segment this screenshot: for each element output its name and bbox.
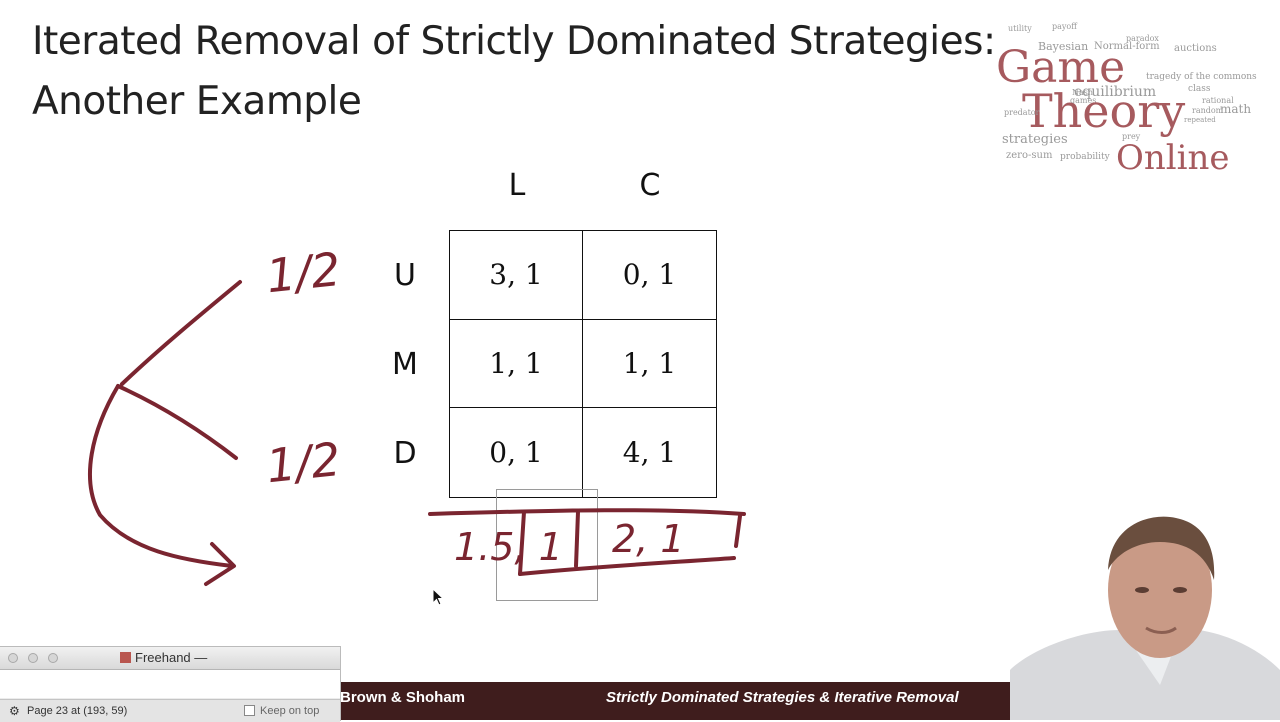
logo-word: random: [1192, 106, 1224, 115]
row-header-d: D: [393, 436, 417, 471]
logo-word: math: [1220, 102, 1252, 116]
keep-on-top-checkbox[interactable]: [244, 705, 255, 716]
logo-word-online: Online: [1116, 138, 1230, 178]
freehand-canvas[interactable]: [0, 670, 340, 698]
logo-word: games: [1070, 96, 1097, 105]
row-header-u: U: [394, 258, 416, 293]
payoff-cell-d-l: 0, 1: [450, 408, 583, 497]
slide-title-line-2: Another Example: [32, 79, 362, 124]
arrow-head-icon: [204, 542, 236, 586]
logo-word: auctions: [1174, 43, 1217, 54]
logo-word: strategies: [1002, 132, 1068, 147]
bracket-right: [734, 514, 742, 548]
logo-word: predator: [1004, 108, 1040, 117]
logo-word: zero-sum: [1006, 150, 1053, 161]
mixed-arrow-curve: [88, 384, 234, 568]
logo-word: probability: [1060, 152, 1110, 162]
logo-word: Normal-form: [1094, 41, 1160, 52]
mixed-branch-top: [120, 280, 242, 386]
slide-title-line-1: Iterated Removal of Strictly Dominated S…: [32, 19, 996, 64]
window-zoom-button[interactable]: [48, 653, 58, 663]
payoff-cell-d-c: 4, 1: [622, 436, 677, 470]
logo-word: Nash: [1072, 88, 1094, 97]
logo-word-game: Game: [996, 42, 1126, 93]
logo-word: repeated: [1184, 116, 1216, 124]
slide-title: Iterated Removal of Strictly Dominated S…: [32, 12, 1022, 132]
expected-payoff-right: 2, 1: [612, 517, 685, 561]
footer-authors: Brown & Shoham: [340, 689, 466, 706]
window-minimize-button[interactable]: [28, 653, 38, 663]
footer-subtitle: Strictly Dominated Strategies & Iterativ…: [606, 689, 959, 706]
logo-word: utility: [1008, 24, 1032, 33]
freehand-window[interactable]: Freehand — ⚙ Page 23 at (193, 59) Keep o…: [0, 646, 341, 722]
window-close-button[interactable]: [8, 653, 18, 663]
mouse-cursor-icon: [432, 588, 444, 606]
column-header-c: C: [639, 168, 661, 203]
logo-word: class: [1188, 84, 1211, 94]
payoff-cell-u-c: 0, 1: [583, 231, 716, 320]
payoff-cell-m-l: 1, 1: [450, 319, 583, 409]
logo-word: rational: [1202, 96, 1234, 105]
freehand-window-title: Freehand —: [120, 650, 207, 665]
freehand-titlebar[interactable]: Freehand —: [0, 647, 340, 670]
logo-word: payoff: [1052, 22, 1077, 31]
gear-icon[interactable]: ⚙: [9, 704, 20, 718]
freehand-status-bar: ⚙ Page 23 at (193, 59) Keep on top: [0, 699, 340, 722]
presenter-video: [1010, 516, 1280, 720]
logo-word-theory: Theory: [1022, 84, 1186, 138]
mixed-branch-bottom: [116, 384, 238, 460]
keep-on-top-label: Keep on top: [260, 705, 320, 717]
freehand-app-icon: [120, 652, 131, 663]
selection-rectangle[interactable]: [496, 489, 598, 601]
game-theory-online-logo: utility payoff paradox Bayesian Normal-f…: [996, 22, 1257, 182]
logo-word: equilibrium: [1074, 84, 1157, 100]
page-position-readout: Page 23 at (193, 59): [27, 705, 128, 717]
payoff-matrix: 3, 1 0, 1 1, 1 1, 1 0, 1 4, 1: [449, 230, 717, 498]
logo-word: paradox: [1126, 34, 1159, 43]
payoff-cell-u-l: 3, 1: [450, 231, 583, 320]
column-header-l: L: [508, 168, 526, 203]
logo-word: tragedy of the commons: [1146, 72, 1257, 82]
probability-bottom-label: 1/2: [264, 432, 343, 493]
freehand-title-text: Freehand —: [135, 650, 208, 665]
probability-top-label: 1/2: [264, 242, 343, 303]
logo-word: Bayesian: [1038, 40, 1089, 53]
payoff-cell-m-c: 1, 1: [583, 320, 716, 409]
row-header-m: M: [392, 347, 418, 382]
logo-word: prey: [1122, 132, 1141, 141]
